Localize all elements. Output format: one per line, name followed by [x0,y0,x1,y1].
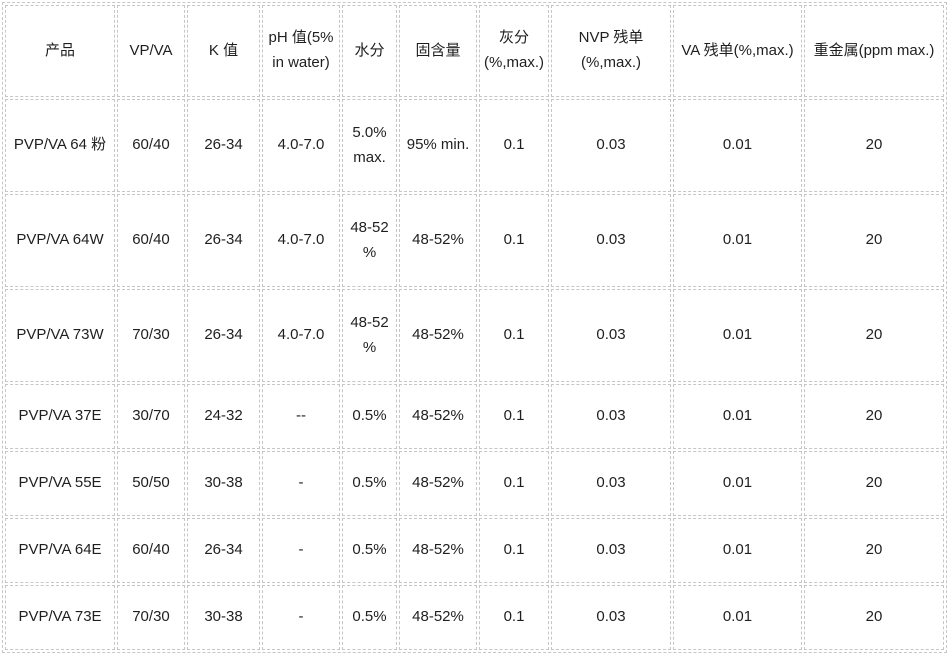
table-cell: PVP/VA 73E [5,585,115,650]
table-cell: 70/30 [117,289,185,382]
column-header-solid-content: 固含量 [399,5,477,97]
column-header-ash: 灰分 (%,max.) [479,5,549,97]
table-cell: 0.03 [551,194,671,287]
table-cell: 0.1 [479,384,549,449]
table-cell: 4.0-7.0 [262,99,340,192]
table-cell: PVP/VA 55E [5,451,115,516]
table-cell: 0.01 [673,518,802,583]
table-cell: 50/50 [117,451,185,516]
table-cell: 0.01 [673,194,802,287]
table-cell: 0.01 [673,99,802,192]
table-cell: 48-52 % [342,194,397,287]
table-cell: 0.01 [673,585,802,650]
table-cell: PVP/VA 37E [5,384,115,449]
table-cell: 4.0-7.0 [262,289,340,382]
table-cell: 70/30 [117,585,185,650]
table-cell: 20 [804,384,944,449]
table-cell: 30-38 [187,451,260,516]
table-cell: 48-52% [399,289,477,382]
table-cell: 30-38 [187,585,260,650]
table-cell: 48-52% [399,194,477,287]
table-cell: 0.1 [479,289,549,382]
table-cell: 0.1 [479,518,549,583]
table-cell: 0.1 [479,99,549,192]
table-cell: - [262,518,340,583]
table-cell: 0.03 [551,451,671,516]
table-cell: 60/40 [117,518,185,583]
column-header-product: 产品 [5,5,115,97]
table-cell: - [262,451,340,516]
table-cell: 0.01 [673,451,802,516]
table-cell: 48-52% [399,518,477,583]
table-row-pvp-va-37e: PVP/VA 37E 30/70 24-32 -- 0.5% 48-52% 0.… [5,384,944,449]
table-cell: 0.03 [551,384,671,449]
table-cell: 48-52% [399,384,477,449]
table-cell: 0.01 [673,289,802,382]
table-cell: 0.5% [342,585,397,650]
table-cell: 0.03 [551,585,671,650]
table-row-pvp-va-64e: PVP/VA 64E 60/40 26-34 - 0.5% 48-52% 0.1… [5,518,944,583]
table-cell: 4.0-7.0 [262,194,340,287]
table-cell: - [262,585,340,650]
table-cell: 0.5% [342,451,397,516]
column-header-nvp-residual: NVP 残单 (%,max.) [551,5,671,97]
table-cell: 20 [804,451,944,516]
table-row-pvp-va-73e: PVP/VA 73E 70/30 30-38 - 0.5% 48-52% 0.1… [5,585,944,650]
table-cell: 20 [804,585,944,650]
table-cell: 0.03 [551,289,671,382]
table-cell: 48-52% [399,451,477,516]
table-cell: 5.0% max. [342,99,397,192]
table-cell: 26-34 [187,518,260,583]
table-cell: 48-52 % [342,289,397,382]
table-cell: PVP/VA 73W [5,289,115,382]
table-cell: PVP/VA 64E [5,518,115,583]
table-cell: PVP/VA 64W [5,194,115,287]
table-cell: 95% min. [399,99,477,192]
column-header-vp-va: VP/VA [117,5,185,97]
table-cell: PVP/VA 64 粉 [5,99,115,192]
column-header-va-residual: VA 残单(%,max.) [673,5,802,97]
table-cell: 0.1 [479,194,549,287]
header-row: 产品 VP/VA K 值 pH 值(5% in water) 水分 固含量 灰分… [5,5,944,97]
table-cell: 48-52% [399,585,477,650]
table-cell: 0.1 [479,585,549,650]
table-cell: 26-34 [187,289,260,382]
table-cell: 0.01 [673,384,802,449]
table-cell: 20 [804,99,944,192]
table-cell: 0.1 [479,451,549,516]
column-header-heavy-metals: 重金属(ppm max.) [804,5,944,97]
table-cell: 0.5% [342,384,397,449]
table-cell: 24-32 [187,384,260,449]
table-cell: 20 [804,194,944,287]
column-header-moisture: 水分 [342,5,397,97]
table-cell: -- [262,384,340,449]
table-cell: 60/40 [117,194,185,287]
table-cell: 30/70 [117,384,185,449]
table-cell: 26-34 [187,99,260,192]
table-row-pvp-va-64-powder: PVP/VA 64 粉 60/40 26-34 4.0-7.0 5.0% max… [5,99,944,192]
column-header-ph: pH 值(5% in water) [262,5,340,97]
table-cell: 0.03 [551,99,671,192]
table-cell: 20 [804,518,944,583]
table-row-pvp-va-55e: PVP/VA 55E 50/50 30-38 - 0.5% 48-52% 0.1… [5,451,944,516]
column-header-k-value: K 值 [187,5,260,97]
table-cell: 0.03 [551,518,671,583]
table-cell: 0.5% [342,518,397,583]
table-row-pvp-va-64w: PVP/VA 64W 60/40 26-34 4.0-7.0 48-52 % 4… [5,194,944,287]
table-cell: 20 [804,289,944,382]
table-cell: 26-34 [187,194,260,287]
table-cell: 60/40 [117,99,185,192]
table-row-pvp-va-73w: PVP/VA 73W 70/30 26-34 4.0-7.0 48-52 % 4… [5,289,944,382]
